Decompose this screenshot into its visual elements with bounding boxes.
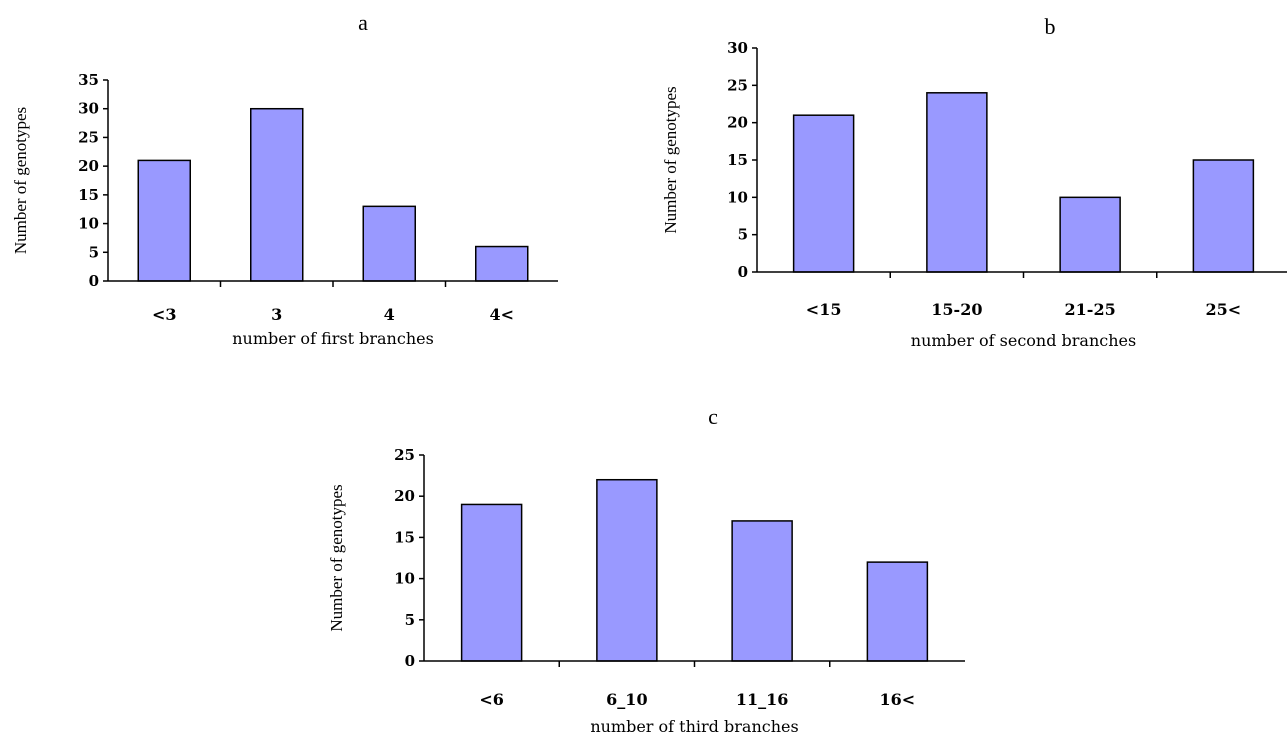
bar-a-1 bbox=[250, 107, 304, 282]
panel-label-c: c bbox=[708, 404, 718, 429]
x-tick-label-a-0: <3 bbox=[152, 305, 177, 324]
y-tick-label-c-5: 5 bbox=[405, 611, 415, 629]
panel-label-a: a bbox=[358, 10, 368, 35]
x-tick-label-c-3: 16< bbox=[880, 690, 916, 709]
chart-a-svg: a 0 5 10 15 20 25 30 35 <3 3 4 4< number of first bra… bbox=[11, 10, 558, 348]
x-axis-title-b: number of second branches bbox=[911, 331, 1136, 350]
y-tick-label-a-0: 0 bbox=[89, 272, 99, 290]
chart-panel-b: b 0 5 10 15 20 25 30 <15 15-20 21-25 25< number of s… bbox=[650, 0, 1287, 360]
y-tick-label-b-25: 25 bbox=[727, 76, 748, 94]
y-tick-label-c-20: 20 bbox=[394, 487, 415, 505]
panel-label-b: b bbox=[1045, 14, 1056, 39]
y-tick-label-a-35: 35 bbox=[78, 71, 99, 89]
x-tick-label-c-2: 11_16 bbox=[736, 690, 789, 709]
y-tick-label-b-10: 10 bbox=[727, 188, 748, 206]
x-tick-label-b-3: 25< bbox=[1206, 300, 1242, 319]
y-tick-label-a-15: 15 bbox=[78, 186, 99, 204]
bar-c-1 bbox=[596, 478, 658, 662]
bar-a-0 bbox=[137, 159, 191, 282]
y-tick-label-a-30: 30 bbox=[78, 100, 99, 118]
y-tick-label-a-25: 25 bbox=[78, 128, 99, 146]
bar-a-2 bbox=[362, 205, 416, 282]
bar-b-1 bbox=[926, 92, 988, 273]
y-tick-label-b-20: 20 bbox=[727, 114, 748, 132]
bar-b-0 bbox=[792, 114, 855, 273]
bar-c-2 bbox=[731, 520, 793, 662]
y-tick-label-c-25: 25 bbox=[394, 446, 415, 464]
y-tick-label-a-10: 10 bbox=[78, 215, 99, 233]
x-tick-label-c-0: <6 bbox=[479, 690, 504, 709]
x-tick-label-a-3: 4< bbox=[489, 305, 514, 324]
y-tick-label-b-0: 0 bbox=[738, 263, 748, 281]
x-tick-label-b-1: 15-20 bbox=[931, 300, 982, 319]
bar-b-3 bbox=[1192, 159, 1255, 273]
chart-panel-c: c 0 5 10 15 20 25 <6 6_10 11_16 16< number of third… bbox=[310, 395, 990, 738]
bar-c-3 bbox=[866, 561, 929, 662]
chart-b-svg: b 0 5 10 15 20 25 30 <15 15-20 21-25 25< number of s… bbox=[661, 14, 1287, 350]
x-tick-label-a-1: 3 bbox=[271, 305, 282, 324]
chart-c-svg: c 0 5 10 15 20 25 <6 6_10 11_16 16< number of third… bbox=[327, 404, 965, 736]
y-tick-label-c-15: 15 bbox=[394, 528, 415, 546]
bar-c-0 bbox=[460, 503, 523, 662]
y-tick-label-a-20: 20 bbox=[78, 157, 99, 175]
chart-panel-a: a 0 5 10 15 20 25 30 35 <3 3 4 4< number of first bra… bbox=[0, 0, 600, 348]
x-tick-label-c-1: 6_10 bbox=[606, 690, 647, 709]
y-tick-label-c-10: 10 bbox=[394, 570, 415, 588]
y-axis-title-c: Number of genotypes bbox=[327, 484, 346, 631]
y-tick-label-b-30: 30 bbox=[727, 39, 748, 57]
bar-a-3 bbox=[475, 245, 529, 282]
x-tick-label-b-2: 21-25 bbox=[1065, 300, 1116, 319]
y-axis-title-a: Number of genotypes bbox=[11, 107, 30, 254]
x-tick-label-a-2: 4 bbox=[384, 305, 395, 324]
y-tick-label-b-5: 5 bbox=[738, 226, 748, 244]
y-tick-label-c-0: 0 bbox=[405, 652, 415, 670]
y-tick-label-a-5: 5 bbox=[89, 243, 99, 261]
y-axis-title-b: Number of genotypes bbox=[661, 86, 680, 233]
x-tick-label-b-0: <15 bbox=[806, 300, 842, 319]
bar-b-2 bbox=[1059, 196, 1121, 273]
x-axis-title-c: number of third branches bbox=[590, 717, 798, 736]
x-axis-title-a: number of first branches bbox=[232, 329, 434, 348]
y-tick-label-b-15: 15 bbox=[727, 151, 748, 169]
